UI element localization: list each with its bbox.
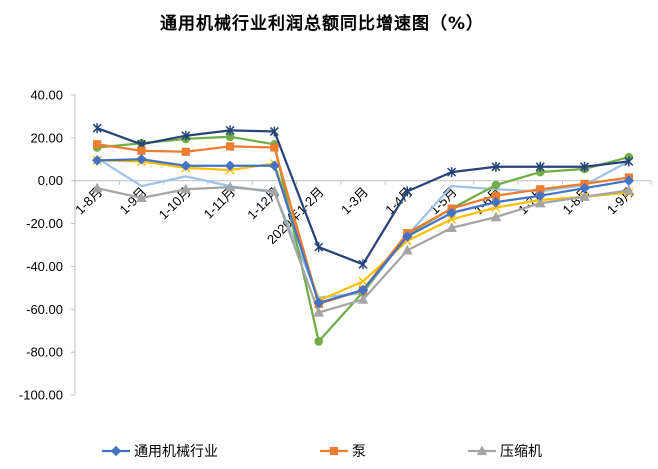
data-point — [225, 125, 235, 136]
legend-entry: 泵 — [320, 444, 366, 460]
data-point — [534, 197, 546, 208]
data-point — [136, 192, 147, 202]
legend-label: 通用机械行业 — [134, 444, 218, 460]
data-point — [314, 337, 323, 346]
series-6 — [96, 157, 630, 299]
data-point — [358, 259, 368, 270]
data-point — [313, 306, 325, 317]
data-point — [446, 207, 457, 219]
data-point — [270, 143, 279, 152]
data-point — [357, 294, 369, 304]
data-point — [491, 161, 501, 172]
data-point — [491, 180, 501, 190]
data-point — [402, 186, 412, 197]
legend-marker — [476, 445, 488, 456]
data-point — [313, 297, 324, 309]
series-2 — [91, 181, 635, 317]
data-point — [447, 214, 457, 224]
legend-marker — [329, 446, 339, 456]
data-point — [91, 155, 103, 166]
data-point — [225, 142, 235, 151]
y-tick-label: -40.00 — [26, 259, 63, 274]
y-tick-label: 40.00 — [30, 88, 63, 103]
data-point — [180, 160, 191, 171]
data-point — [579, 183, 590, 194]
data-point — [269, 160, 280, 171]
data-point — [93, 140, 102, 149]
series-layer — [91, 123, 635, 346]
data-point — [358, 276, 368, 286]
data-point — [624, 156, 634, 167]
data-point — [490, 211, 502, 222]
data-point — [535, 161, 545, 172]
data-point — [92, 123, 102, 134]
y-tick-label: 0.00 — [38, 173, 63, 188]
data-point — [623, 175, 635, 186]
data-point — [580, 161, 590, 172]
y-tick-label: -60.00 — [26, 302, 63, 317]
data-point — [535, 190, 546, 201]
data-point — [224, 160, 236, 171]
data-point — [269, 185, 280, 196]
series-line — [97, 159, 629, 302]
data-point — [181, 130, 191, 141]
data-point — [181, 147, 190, 156]
series-0 — [91, 154, 635, 309]
data-point — [447, 167, 457, 178]
data-point — [314, 242, 324, 253]
data-point — [224, 181, 236, 192]
data-point — [402, 231, 413, 242]
data-point — [491, 202, 501, 213]
data-point — [446, 222, 457, 232]
data-point — [136, 154, 147, 165]
legend: 通用机械行业 泵 压缩机 — [102, 444, 542, 460]
legend-label: 压缩机 — [500, 444, 542, 460]
series-line — [96, 157, 630, 299]
data-point — [490, 196, 502, 208]
legend-entry: 通用机械行业 — [102, 444, 218, 460]
legend-entry: 压缩机 — [468, 444, 542, 460]
data-point — [401, 244, 413, 255]
y-tick-label: 20.00 — [30, 130, 63, 145]
data-point — [137, 146, 146, 155]
x-tick-label: 1-3月 — [338, 184, 371, 217]
y-tick-label: -20.00 — [26, 216, 63, 231]
y-tick-label: -80.00 — [26, 345, 63, 360]
data-point — [180, 183, 192, 194]
data-point — [579, 191, 590, 201]
data-point — [91, 182, 103, 193]
data-point — [357, 284, 369, 296]
chart-title: 通用机械行业利润总额同比增速图（%） — [160, 13, 484, 34]
y-tick-label: -100.00 — [19, 388, 63, 403]
legend-marker — [110, 445, 122, 457]
data-point — [623, 184, 635, 195]
data-point — [269, 126, 279, 137]
legend-label: 泵 — [352, 444, 366, 460]
